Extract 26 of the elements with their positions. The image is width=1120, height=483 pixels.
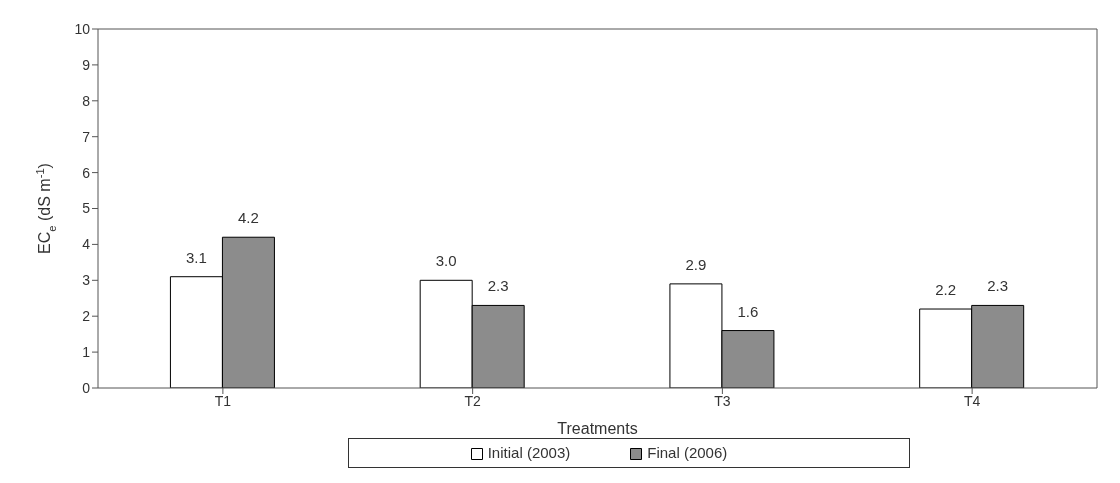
y-tick-label: 1 <box>82 344 91 361</box>
data-label: 2.9 <box>685 255 707 273</box>
legend-label: Final (2006) <box>647 444 728 461</box>
x-tick-label: T1 <box>214 392 232 409</box>
x-tick-label: T4 <box>963 392 981 409</box>
y-tick-label: 8 <box>82 92 91 109</box>
y-tick-label: 3 <box>82 272 91 289</box>
data-label: 2.3 <box>987 277 1009 295</box>
data-label: 2.2 <box>935 281 957 299</box>
data-label: 3.0 <box>435 252 457 270</box>
y-tick-label: 5 <box>82 200 91 217</box>
x-axis-title: Treatments <box>557 420 638 437</box>
data-label: 4.2 <box>238 209 259 227</box>
y-tick-label: 2 <box>82 308 91 325</box>
y-tick-label: 9 <box>82 56 91 73</box>
y-tick-label: 7 <box>82 128 91 145</box>
x-tick-label: T2 <box>464 392 481 409</box>
y-tick-label: 0 <box>82 379 91 396</box>
y-tick-label: 4 <box>82 236 91 253</box>
data-label: 2.3 <box>487 277 509 295</box>
y-tick-label: 6 <box>82 164 91 181</box>
data-label: 1.6 <box>737 302 759 320</box>
y-tick-label: 10 <box>74 20 91 37</box>
data-label: 3.1 <box>186 248 207 266</box>
legend-label: Initial (2003) <box>487 444 571 461</box>
x-tick-label: T3 <box>714 392 731 409</box>
